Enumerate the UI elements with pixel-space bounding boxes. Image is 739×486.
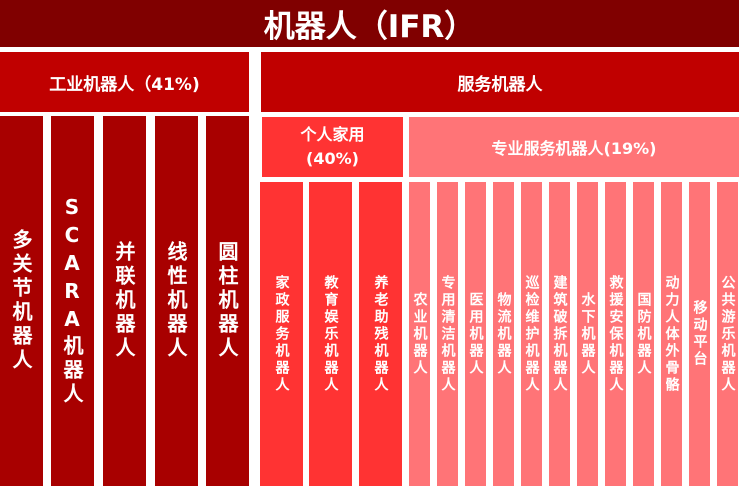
category-label: 物流机器人 <box>495 291 512 377</box>
professional-category: 农业机器人 <box>409 182 430 486</box>
professional-category: 公共游乐机器人 <box>717 182 738 486</box>
professional-category: 动力人体外骨骼 <box>661 182 682 486</box>
category-label: 多关节机器人 <box>9 229 33 373</box>
industrial-robot-header: 工业机器人（41%) <box>0 52 249 112</box>
professional-category: 物流机器人 <box>493 182 514 486</box>
industrial-category: SCARA机器人 <box>51 116 94 486</box>
industrial-category: 线性机器人 <box>155 116 198 486</box>
personal-category: 教育娱乐机器人 <box>309 182 352 486</box>
professional-category: 建筑破拆机器人 <box>549 182 570 486</box>
professional-category: 巡检维护机器人 <box>521 182 542 486</box>
personal-label: 个人家用 <box>300 125 365 144</box>
service-robot-header: 服务机器人 <box>261 52 739 112</box>
category-label: 圆柱机器人 <box>215 241 239 361</box>
category-label: 国防机器人 <box>635 291 652 377</box>
professional-category: 救援安保机器人 <box>605 182 626 486</box>
category-label: 移动平台 <box>691 300 708 368</box>
industrial-category: 多关节机器人 <box>0 116 43 486</box>
category-label: 医用机器人 <box>467 291 484 377</box>
category-label: 家政服务机器人 <box>273 274 290 394</box>
professional-category: 移动平台 <box>689 182 710 486</box>
personal-category: 养老助残机器人 <box>359 182 402 486</box>
personal-share: (40%) <box>306 149 359 168</box>
professional-category: 医用机器人 <box>465 182 486 486</box>
category-label: 教育娱乐机器人 <box>322 274 339 394</box>
root-title: 机器人（IFR） <box>0 0 739 47</box>
personal-category: 家政服务机器人 <box>260 182 303 486</box>
category-label: 养老助残机器人 <box>372 274 389 394</box>
professional-service-header: 专业服务机器人(19%) <box>409 117 739 177</box>
category-label: 线性机器人 <box>164 241 188 361</box>
category-label: 水下机器人 <box>579 291 596 377</box>
industrial-category: 圆柱机器人 <box>206 116 249 486</box>
category-label: SCARA机器人 <box>60 195 84 407</box>
category-label: 并联机器人 <box>112 241 136 361</box>
category-label: 专用清洁机器人 <box>439 274 456 394</box>
personal-household-header: 个人家用 (40%) <box>262 117 403 177</box>
industrial-category: 并联机器人 <box>103 116 146 486</box>
category-label: 建筑破拆机器人 <box>551 274 568 394</box>
professional-category: 专用清洁机器人 <box>437 182 458 486</box>
category-label: 农业机器人 <box>411 291 428 377</box>
category-label: 巡检维护机器人 <box>523 274 540 394</box>
professional-category: 水下机器人 <box>577 182 598 486</box>
category-label: 救援安保机器人 <box>607 274 624 394</box>
category-label: 公共游乐机器人 <box>719 274 736 394</box>
professional-category: 国防机器人 <box>633 182 654 486</box>
category-label: 动力人体外骨骼 <box>663 274 680 394</box>
